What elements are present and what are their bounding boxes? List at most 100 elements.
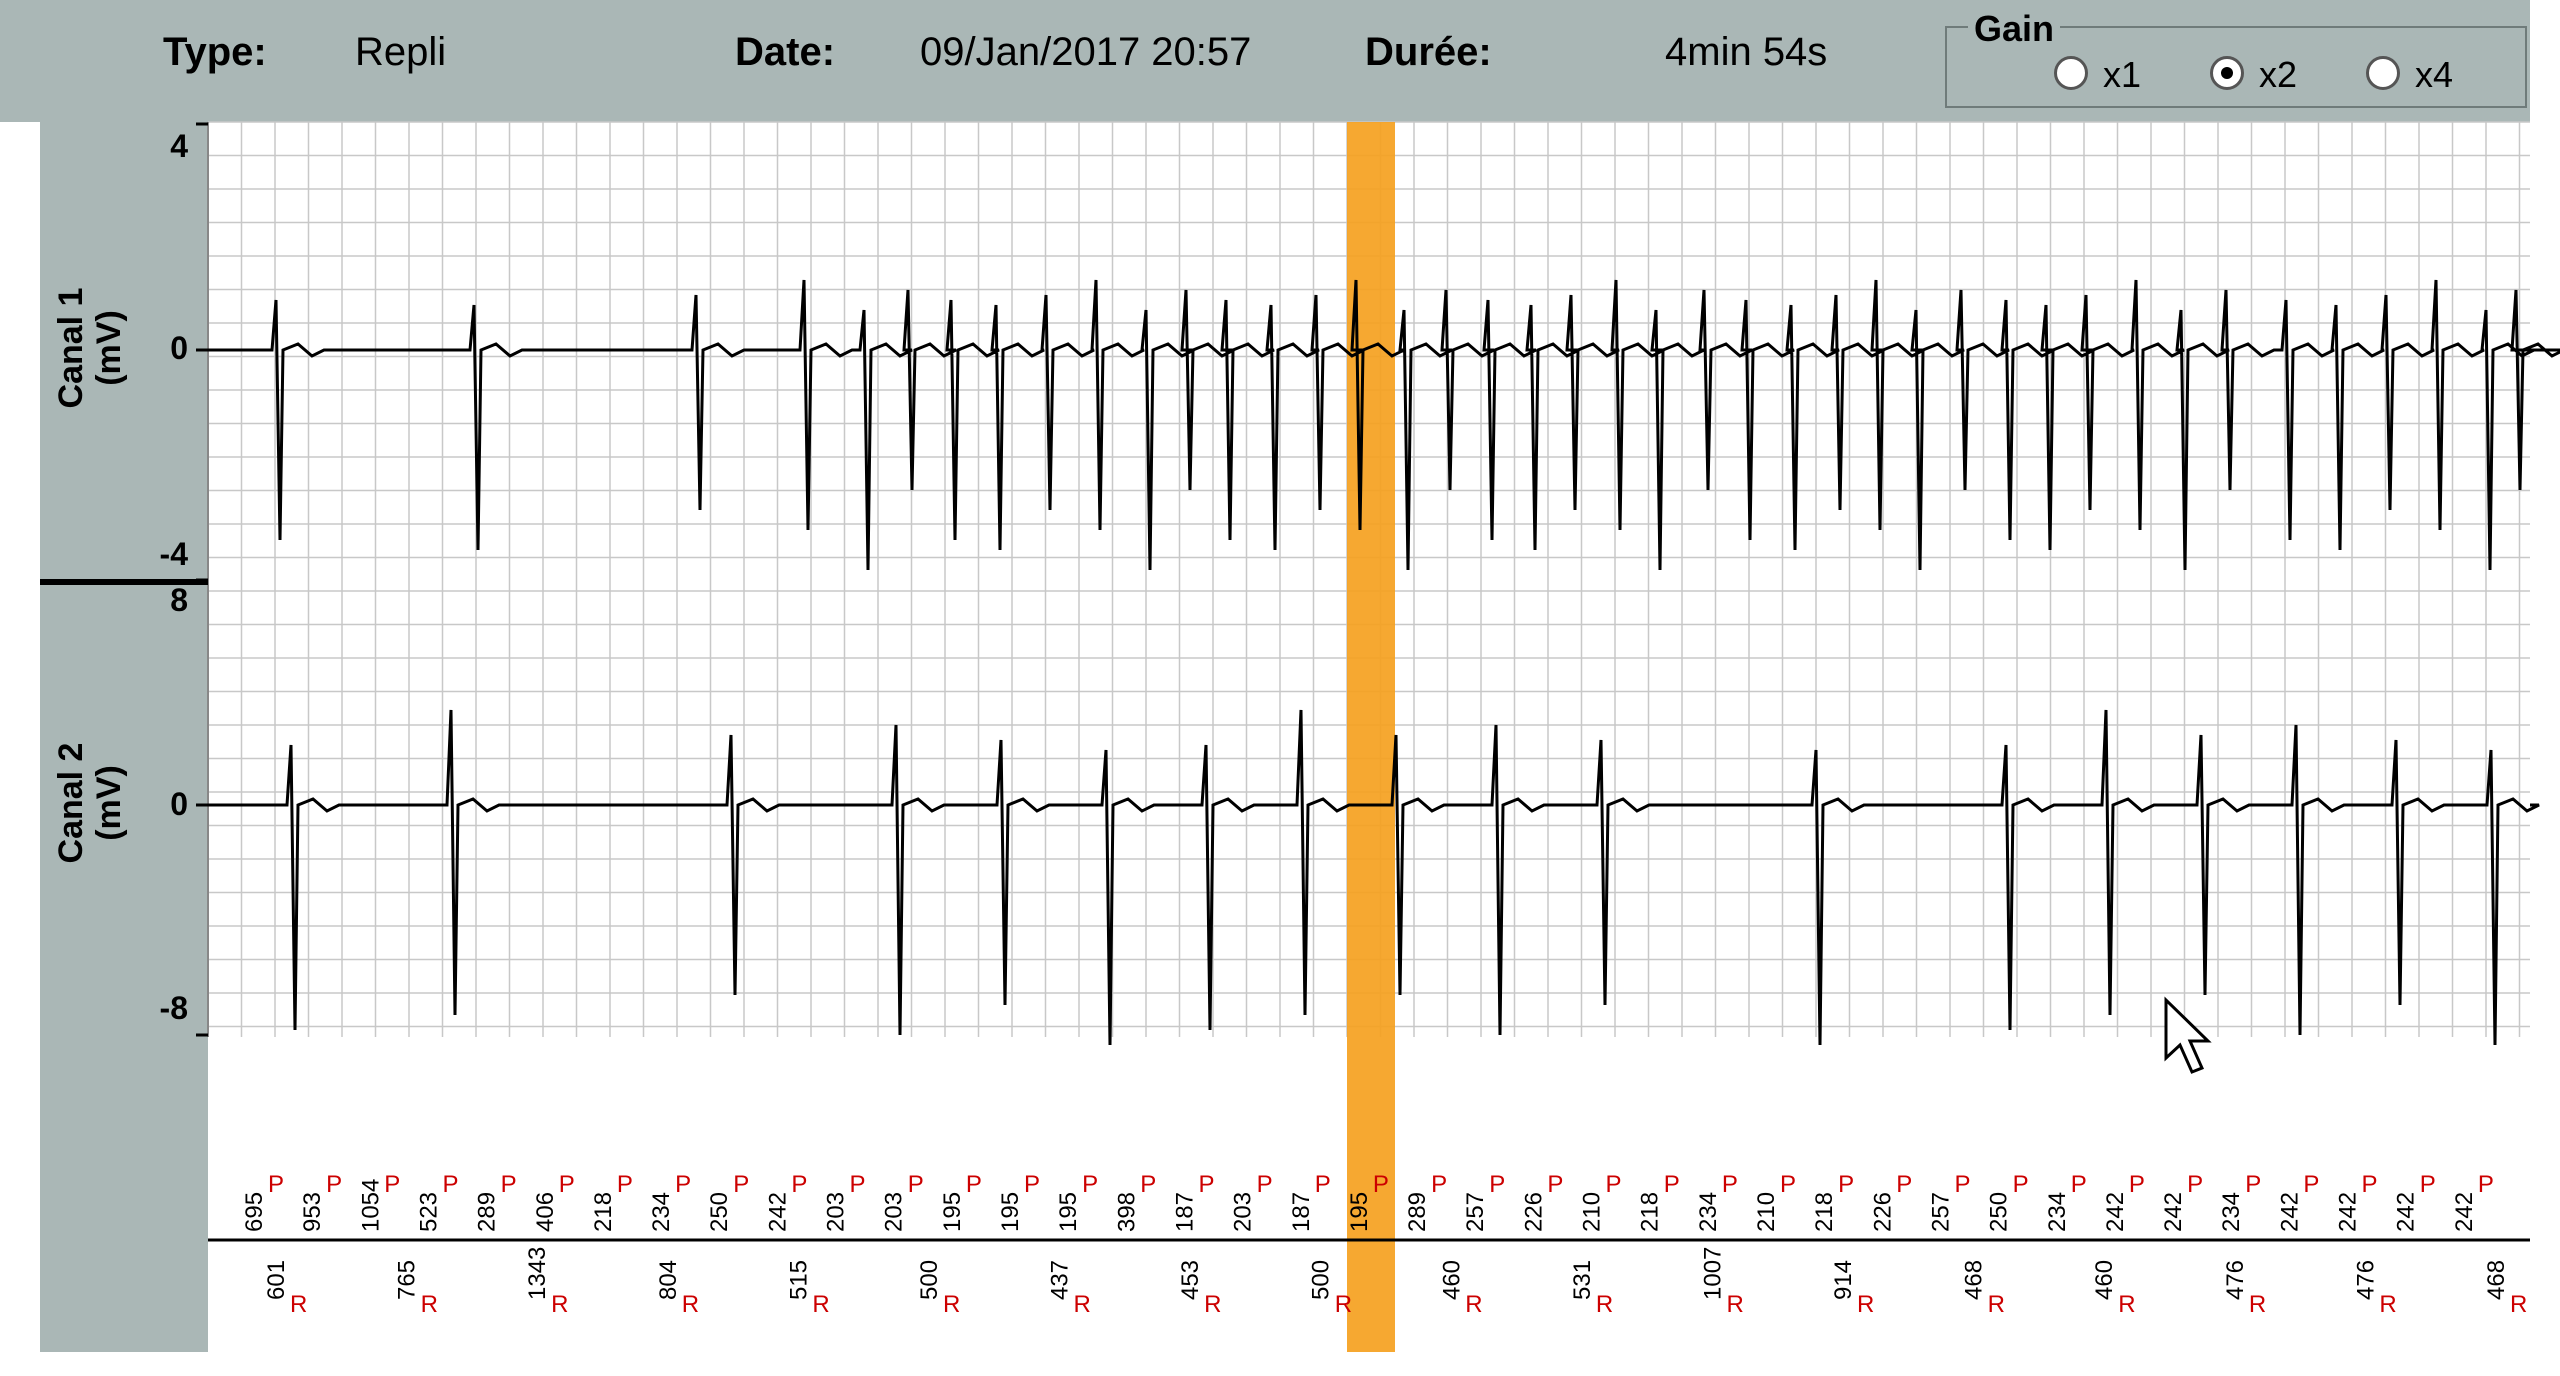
gain-x4-label[interactable]: x4 [2415, 54, 2454, 95]
r-marker-value: 1343 [524, 1247, 551, 1300]
p-marker-value: 234 [2218, 1192, 2245, 1232]
p-marker-letter: P [1198, 1171, 1214, 1198]
r-marker-letter: R [421, 1291, 438, 1318]
r-marker-value: 468 [1961, 1260, 1988, 1300]
r-marker-value: 1007 [1699, 1247, 1726, 1300]
p-marker-letter: P [1024, 1171, 1040, 1198]
p-marker-letter: P [1896, 1171, 1912, 1198]
r-marker-letter: R [943, 1291, 960, 1318]
duration-label: Durée: [1365, 30, 1492, 74]
r-marker-letter: R [551, 1291, 568, 1318]
canal-1-tick-zero: 0 [170, 330, 188, 366]
p-marker-value: 242 [2160, 1192, 2187, 1232]
p-marker-value: 203 [1230, 1192, 1257, 1232]
r-marker-letter: R [1596, 1291, 1613, 1318]
p-marker-value: 195 [997, 1192, 1024, 1232]
r-marker-value: 500 [1308, 1260, 1335, 1300]
r-marker-value: 476 [2222, 1260, 2249, 1300]
p-marker-value: 195 [939, 1192, 966, 1232]
date-value: 09/Jan/2017 20:57 [920, 30, 1252, 74]
p-marker-letter: P [617, 1171, 633, 1198]
p-marker-value: 187 [1288, 1192, 1315, 1232]
selection-highlight[interactable] [1347, 122, 1395, 1352]
r-marker-value: 460 [2091, 1260, 2118, 1300]
p-marker-letter: P [1140, 1171, 1156, 1198]
p-marker-letter: P [1838, 1171, 1854, 1198]
p-marker-letter: P [1606, 1171, 1622, 1198]
p-marker-value: 953 [299, 1192, 326, 1232]
canal-2-name: Canal 2 [52, 742, 90, 864]
r-marker-value: 476 [2352, 1260, 2379, 1300]
p-marker-value: 242 [2393, 1192, 2420, 1232]
p-marker-value: 250 [706, 1192, 733, 1232]
p-marker-value: 242 [2102, 1192, 2129, 1232]
gain-group [1945, 26, 2527, 108]
canal-2-tick-zero: 0 [170, 786, 188, 822]
p-marker-value: 398 [1113, 1192, 1140, 1232]
y-ticks [196, 122, 208, 1037]
p-marker-value: 406 [532, 1192, 559, 1232]
p-marker-letter: P [850, 1171, 866, 1198]
r-marker-value: 804 [655, 1260, 682, 1300]
p-marker-value: 242 [2335, 1192, 2362, 1232]
gain-x4-radio[interactable] [2366, 56, 2400, 90]
gain-x1-radio[interactable] [2054, 56, 2088, 90]
r-marker-value: 437 [1047, 1260, 1074, 1300]
p-marker-value: 195 [1055, 1192, 1082, 1232]
p-marker-value: 226 [1520, 1192, 1547, 1232]
p-marker-value: 226 [1869, 1192, 1896, 1232]
canal-2-tick-min: -8 [159, 990, 188, 1026]
gain-x2-radio[interactable] [2210, 56, 2244, 90]
p-marker-letter: P [1431, 1171, 1447, 1198]
r-marker-letter: R [1857, 1291, 1874, 1318]
p-marker-value: 195 [1346, 1192, 1373, 1232]
p-marker-letter: P [2478, 1171, 2494, 1198]
p-marker-letter: P [1547, 1171, 1563, 1198]
gain-title: Gain [1968, 8, 2061, 50]
p-marker-letter: P [1315, 1171, 1331, 1198]
p-marker-value: 523 [415, 1192, 442, 1232]
p-marker-letter: P [2071, 1171, 2087, 1198]
p-marker-letter: P [791, 1171, 807, 1198]
r-marker-value: 468 [2483, 1260, 2510, 1300]
p-marker-value: 234 [648, 1192, 675, 1232]
gain-x2-label[interactable]: x2 [2259, 54, 2298, 95]
header-bar [0, 0, 2560, 122]
p-marker-letter: P [908, 1171, 924, 1198]
r-marker-value: 601 [263, 1260, 290, 1300]
p-marker-value: 218 [1811, 1192, 1838, 1232]
right-white-strip [2530, 0, 2560, 1376]
p-marker-letter: P [675, 1171, 691, 1198]
p-marker-value: 289 [1404, 1192, 1431, 1232]
p-marker-value: 218 [590, 1192, 617, 1232]
p-marker-value: 257 [1462, 1192, 1489, 1232]
p-marker-letter: P [2420, 1171, 2436, 1198]
p-marker-value: 210 [1753, 1192, 1780, 1232]
canal-1-axis-label: Canal 1 (mV) [52, 238, 128, 458]
r-marker-value: 515 [785, 1260, 812, 1300]
canal-1-trace [208, 279, 2560, 571]
p-marker-letter: P [2013, 1171, 2029, 1198]
canal-2-tick-max: 8 [170, 582, 188, 618]
r-marker-letter: R [1988, 1291, 2005, 1318]
p-marker-letter: P [1780, 1171, 1796, 1198]
r-marker-letter: R [2510, 1291, 2527, 1318]
r-marker-value: 914 [1830, 1260, 1857, 1300]
p-marker-letter: P [442, 1171, 458, 1198]
gain-x1-label[interactable]: x1 [2103, 54, 2142, 95]
p-marker-letter: P [733, 1171, 749, 1198]
r-marker-letter: R [1074, 1291, 1091, 1318]
p-marker-value: 234 [1695, 1192, 1722, 1232]
p-marker-value: 242 [764, 1192, 791, 1232]
r-marker-letter: R [2379, 1291, 2396, 1318]
r-marker-value: 460 [1438, 1260, 1465, 1300]
type-value: Repli [355, 30, 447, 74]
p-marker-letter: P [559, 1171, 575, 1198]
r-marker-letter: R [2249, 1291, 2266, 1318]
p-marker-letter: P [1257, 1171, 1273, 1198]
p-marker-value: 203 [881, 1192, 908, 1232]
r-marker-letter: R [682, 1291, 699, 1318]
r-marker-letter: R [1465, 1291, 1482, 1318]
